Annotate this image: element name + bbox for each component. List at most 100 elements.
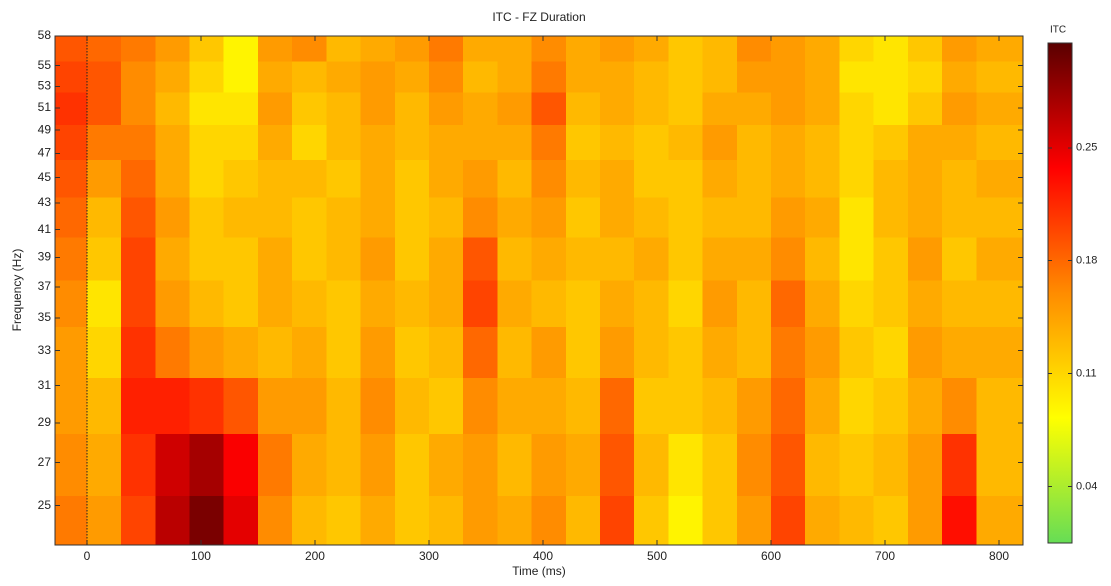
heatmap-cell	[668, 236, 704, 281]
x-tick-label: 300	[419, 549, 439, 563]
heatmap-cell	[292, 124, 327, 161]
heatmap-cell	[155, 60, 191, 93]
heatmap-cell	[189, 124, 225, 161]
heatmap-cell	[189, 236, 225, 281]
heatmap-cell	[497, 377, 533, 434]
heatmap-cell	[736, 36, 772, 62]
heatmap-cell	[257, 377, 293, 434]
heatmap-cell	[565, 326, 601, 378]
heatmap-cell	[360, 236, 396, 281]
heatmap-cell	[121, 159, 156, 198]
heatmap-cell	[189, 91, 225, 126]
heatmap-cell	[976, 433, 1024, 497]
heatmap-cell	[771, 196, 806, 238]
heatmap-cell	[360, 196, 396, 238]
heatmap-cell	[463, 326, 498, 378]
heatmap-cell	[873, 377, 909, 434]
heatmap-cell	[55, 236, 88, 281]
heatmap-cell	[942, 91, 977, 126]
heatmap-cell	[463, 236, 498, 281]
heatmap-cell	[805, 159, 840, 198]
heatmap-cell	[839, 91, 875, 126]
heatmap-cell	[121, 36, 156, 62]
x-tick-label: 700	[875, 549, 895, 563]
heatmap-cell	[155, 377, 191, 434]
heatmap-cell	[873, 159, 909, 198]
heatmap-cell	[257, 60, 293, 93]
y-tick-label: 29	[38, 415, 52, 429]
heatmap-cell	[634, 159, 669, 198]
heatmap-cell	[976, 91, 1024, 126]
heatmap-cell	[771, 279, 806, 327]
heatmap-cell	[736, 124, 772, 161]
heatmap-cell	[702, 433, 738, 497]
heatmap-cell	[257, 36, 293, 62]
heatmap-cell	[942, 495, 977, 546]
heatmap-cell	[976, 377, 1024, 434]
colorbar-tick-label: 0.04	[1076, 480, 1097, 492]
x-tick-label: 0	[84, 549, 91, 563]
heatmap-cell	[668, 196, 704, 238]
heatmap-cell	[839, 196, 875, 238]
heatmap-cell	[839, 326, 875, 378]
heatmap-cell	[189, 36, 225, 62]
heatmap-cell	[668, 377, 704, 434]
heatmap-cell	[565, 495, 601, 546]
x-tick-label: 600	[761, 549, 781, 563]
heatmap-cell	[873, 236, 909, 281]
heatmap-cell	[86, 326, 122, 378]
heatmap-cell	[702, 326, 738, 378]
heatmap-cell	[86, 279, 122, 327]
heatmap-cell	[360, 60, 396, 93]
heatmap-cell	[839, 377, 875, 434]
heatmap-cell	[86, 433, 122, 497]
heatmap-cell	[155, 91, 191, 126]
heatmap-cell	[942, 433, 977, 497]
heatmap-cell	[121, 91, 156, 126]
heatmap-cell	[86, 159, 122, 198]
heatmap-cell	[223, 60, 259, 93]
heatmap-cell	[394, 36, 430, 62]
heatmap-cell	[55, 196, 88, 238]
heatmap-cell	[531, 495, 567, 546]
heatmap-cell	[360, 36, 396, 62]
heatmap-cell	[497, 91, 533, 126]
heatmap-cell	[360, 377, 396, 434]
heatmap-cell	[360, 279, 396, 327]
heatmap-cell	[565, 196, 601, 238]
heatmap-cell	[839, 36, 875, 62]
heatmap-cell	[805, 433, 840, 497]
y-tick-label: 39	[38, 250, 52, 264]
heatmap-cell	[86, 36, 122, 62]
heatmap-cell	[497, 196, 533, 238]
heatmap-cell	[634, 326, 669, 378]
y-tick-label: 45	[38, 170, 52, 184]
heatmap-cell	[292, 377, 327, 434]
heatmap-cell	[805, 377, 840, 434]
heatmap-cell	[805, 91, 840, 126]
heatmap-cell	[428, 326, 464, 378]
heatmap-cell	[223, 279, 259, 327]
heatmap-cell	[736, 279, 772, 327]
heatmap-cell	[907, 326, 943, 378]
colorbar-tick-label: 0.18	[1076, 255, 1097, 267]
heatmap-cell	[292, 236, 327, 281]
heatmap-cell	[394, 433, 430, 497]
heatmap-cell	[942, 279, 977, 327]
heatmap-cell	[839, 60, 875, 93]
y-tick-label: 27	[38, 455, 52, 469]
heatmap-cell	[86, 377, 122, 434]
heatmap-cell	[942, 236, 977, 281]
heatmap-cell	[189, 495, 225, 546]
heatmap-cell	[565, 91, 601, 126]
heatmap-cell	[257, 124, 293, 161]
heatmap-cell	[634, 495, 669, 546]
heatmap-cell	[599, 124, 635, 161]
heatmap-cell	[873, 124, 909, 161]
heatmap-cell	[805, 60, 840, 93]
heatmap-cell	[189, 326, 225, 378]
heatmap-cell	[668, 159, 704, 198]
heatmap-cell	[976, 495, 1024, 546]
heatmap-cell	[736, 433, 772, 497]
